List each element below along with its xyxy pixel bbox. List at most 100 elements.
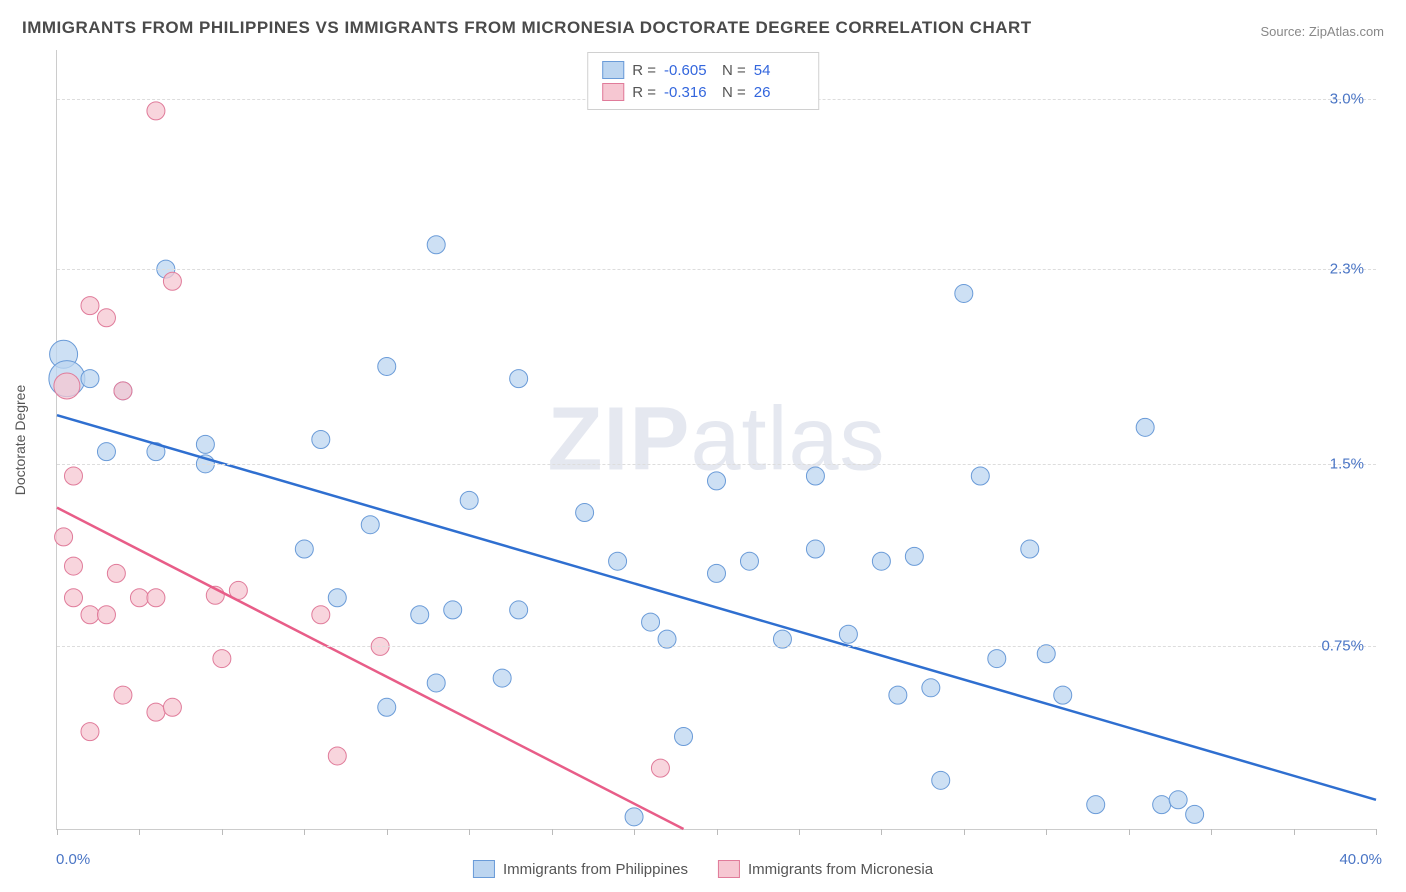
legend-item: Immigrants from Philippines xyxy=(473,860,688,878)
data-point xyxy=(213,650,231,668)
data-point xyxy=(839,625,857,643)
data-point xyxy=(81,606,99,624)
data-point xyxy=(493,669,511,687)
legend-swatch xyxy=(602,61,624,79)
data-point xyxy=(114,686,132,704)
data-point xyxy=(1021,540,1039,558)
data-point xyxy=(196,435,214,453)
stat-n-value: 54 xyxy=(754,62,804,79)
data-point xyxy=(295,540,313,558)
data-point xyxy=(64,557,82,575)
data-point xyxy=(64,467,82,485)
stat-n-value: 26 xyxy=(754,84,804,101)
data-point xyxy=(411,606,429,624)
data-point xyxy=(510,601,528,619)
data-point xyxy=(642,613,660,631)
data-point xyxy=(988,650,1006,668)
data-point xyxy=(130,589,148,607)
stats-row: R = -0.605 N = 54 xyxy=(602,59,804,81)
data-point xyxy=(806,467,824,485)
data-point xyxy=(708,564,726,582)
stat-r-label: R = xyxy=(632,62,656,79)
data-point xyxy=(708,472,726,490)
stat-r-label: R = xyxy=(632,84,656,101)
chart-title: IMMIGRANTS FROM PHILIPPINES VS IMMIGRANT… xyxy=(22,18,1032,38)
data-point xyxy=(510,370,528,388)
data-point xyxy=(55,528,73,546)
data-point xyxy=(361,516,379,534)
data-point xyxy=(773,630,791,648)
data-point xyxy=(872,552,890,570)
source-attribution: Source: ZipAtlas.com xyxy=(1260,24,1384,39)
data-point xyxy=(1186,805,1204,823)
data-point xyxy=(576,504,594,522)
stats-row: R = -0.316 N = 26 xyxy=(602,81,804,103)
data-point xyxy=(609,552,627,570)
data-point xyxy=(806,540,824,558)
data-point xyxy=(378,357,396,375)
chart-plot-area: ZIPatlas 0.75%1.5%2.3%3.0% xyxy=(56,50,1376,830)
stat-n-label: N = xyxy=(722,62,746,79)
data-point xyxy=(1054,686,1072,704)
data-point xyxy=(1037,645,1055,663)
data-point xyxy=(675,727,693,745)
data-point xyxy=(932,771,950,789)
data-point xyxy=(81,723,99,741)
data-point xyxy=(889,686,907,704)
data-point xyxy=(905,547,923,565)
data-point xyxy=(97,309,115,327)
y-tick-label: 0.75% xyxy=(1321,638,1364,655)
data-point xyxy=(1087,796,1105,814)
data-point xyxy=(427,674,445,692)
data-point xyxy=(1153,796,1171,814)
y-axis-label: Doctorate Degree xyxy=(12,385,28,496)
x-axis-max-label: 40.0% xyxy=(1339,851,1382,868)
data-point xyxy=(97,606,115,624)
data-point xyxy=(147,589,165,607)
data-point xyxy=(922,679,940,697)
data-point xyxy=(625,808,643,826)
data-point xyxy=(107,564,125,582)
data-point xyxy=(97,443,115,461)
data-point xyxy=(427,236,445,254)
data-point xyxy=(444,601,462,619)
y-tick-label: 3.0% xyxy=(1330,90,1364,107)
trend-line xyxy=(57,508,684,829)
stat-r-value: -0.605 xyxy=(664,62,714,79)
scatter-svg xyxy=(57,50,1376,829)
data-point xyxy=(147,703,165,721)
bottom-legend: Immigrants from Philippines Immigrants fr… xyxy=(473,860,933,878)
data-point xyxy=(163,272,181,290)
data-point xyxy=(81,297,99,315)
data-point xyxy=(312,606,330,624)
legend-item: Immigrants from Micronesia xyxy=(718,860,933,878)
data-point xyxy=(328,589,346,607)
legend-label: Immigrants from Philippines xyxy=(503,861,688,878)
stat-r-value: -0.316 xyxy=(664,84,714,101)
data-point xyxy=(114,382,132,400)
data-point xyxy=(1169,791,1187,809)
y-tick-label: 1.5% xyxy=(1330,455,1364,472)
legend-swatch xyxy=(473,860,495,878)
data-point xyxy=(1136,418,1154,436)
data-point xyxy=(740,552,758,570)
data-point xyxy=(54,373,80,399)
y-tick-label: 2.3% xyxy=(1330,261,1364,278)
data-point xyxy=(651,759,669,777)
data-point xyxy=(328,747,346,765)
data-point xyxy=(971,467,989,485)
data-point xyxy=(147,102,165,120)
data-point xyxy=(64,589,82,607)
data-point xyxy=(460,491,478,509)
data-point xyxy=(163,698,181,716)
legend-label: Immigrants from Micronesia xyxy=(748,861,933,878)
legend-swatch xyxy=(602,83,624,101)
data-point xyxy=(312,431,330,449)
data-point xyxy=(81,370,99,388)
x-axis-min-label: 0.0% xyxy=(56,851,90,868)
correlation-stats-box: R = -0.605 N = 54 R = -0.316 N = 26 xyxy=(587,52,819,110)
stat-n-label: N = xyxy=(722,84,746,101)
data-point xyxy=(378,698,396,716)
legend-swatch xyxy=(718,860,740,878)
data-point xyxy=(955,284,973,302)
